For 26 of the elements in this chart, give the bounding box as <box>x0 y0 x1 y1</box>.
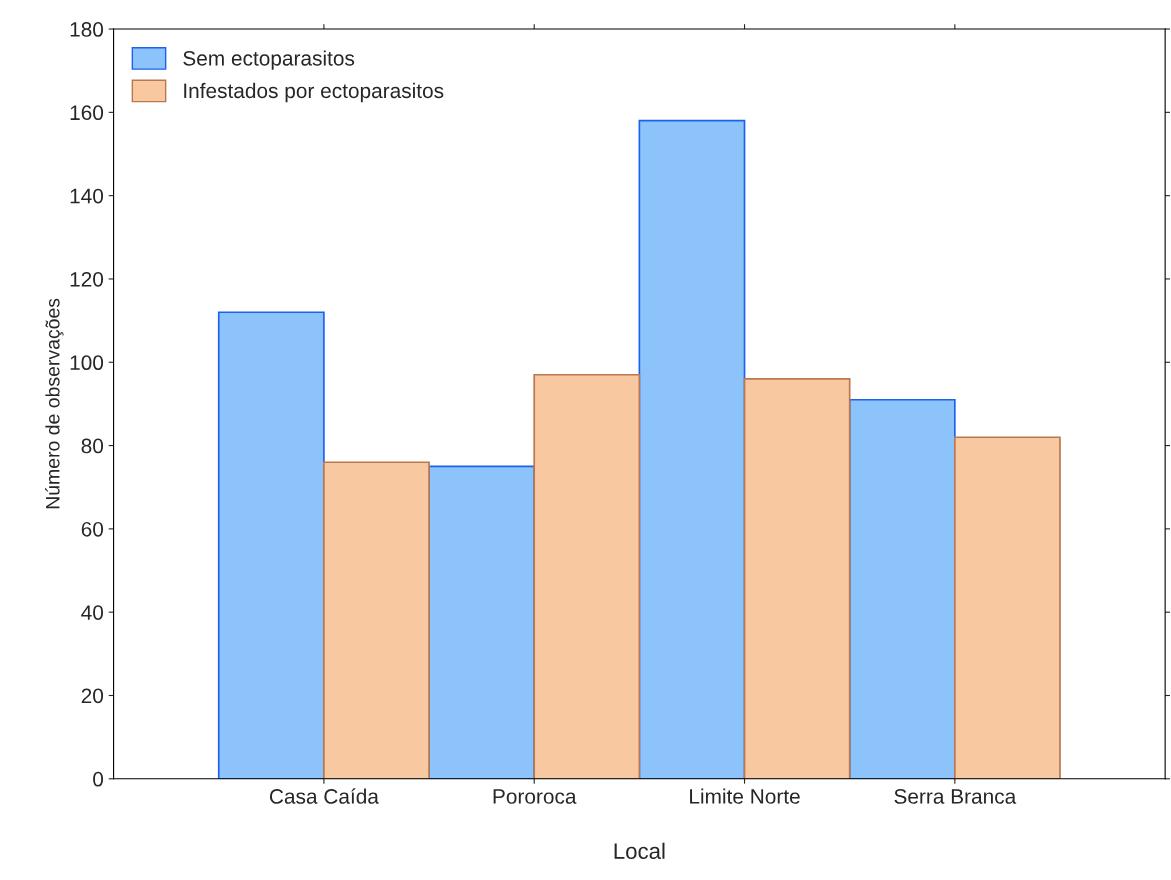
y-axis-title: Número de observações <box>45 298 64 509</box>
y-tick-label: 40 <box>81 605 104 620</box>
bar <box>848 398 956 779</box>
y-tick-label: 60 <box>81 521 104 537</box>
legend-label: Infestados por ectoparasitos <box>184 82 444 103</box>
y-tick-label: 160 <box>70 105 104 121</box>
x-tick-label: Limite Norte <box>690 788 800 804</box>
bar <box>638 119 746 779</box>
bar <box>323 461 430 779</box>
y-tick-label: 100 <box>70 355 104 371</box>
x-tick-label: Pororoca <box>493 789 577 804</box>
y-tick-label: 20 <box>81 688 104 704</box>
bar <box>953 436 1061 779</box>
bar <box>217 311 325 779</box>
bar <box>533 373 641 779</box>
y-tick-label: 80 <box>81 438 104 454</box>
y-tick-label: 120 <box>70 271 104 287</box>
bar <box>428 465 536 779</box>
y-tick-label: 180 <box>70 22 104 37</box>
x-axis-title: Local <box>614 842 665 859</box>
y-tick-label: 140 <box>70 188 104 204</box>
legend-label: Sem ectoparasitos <box>183 50 355 70</box>
x-tick-label: Casa Caída <box>269 788 379 804</box>
x-tick-label: Serra Branca <box>894 789 1017 804</box>
bar <box>743 378 851 779</box>
y-tick-label: 0 <box>93 771 104 787</box>
